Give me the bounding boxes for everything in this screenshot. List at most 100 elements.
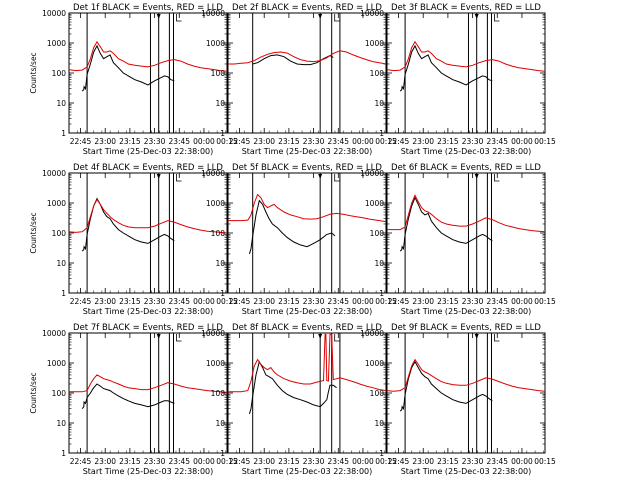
interval-bracket-glyph (334, 174, 340, 182)
time-marker-arrow (318, 14, 323, 19)
x-tick-label: 23:00 (412, 297, 434, 306)
interval-bracket-glyph (334, 334, 340, 342)
y-tick-label: 1000 (47, 199, 66, 208)
x-tick-label: 23:30 (303, 297, 325, 306)
x-tick-label: 22:45 (70, 297, 92, 306)
chart-panel: Det 3f BLACK = Events, RED = LLD 1 10 100 10… (360, 3, 556, 156)
x-tick-label: 22:45 (70, 137, 92, 146)
chart-panel: Det 5f BLACK = Events, RED = LLD11010010… (201, 163, 397, 316)
y-tick-label: 1000 (365, 359, 384, 368)
x-tick-label: 00:15 (216, 137, 238, 146)
y-tick-label: 10 (215, 419, 225, 428)
y-tick-label: 1 (61, 129, 66, 138)
lld-series-line (228, 50, 386, 65)
x-tick-label: 00:00 (193, 137, 215, 146)
y-tick-label: 1000 (365, 39, 384, 48)
x-tick-label: 22:45 (388, 297, 410, 306)
lld-series-line (69, 198, 227, 234)
lld-series-line (387, 194, 545, 233)
events-series-line (399, 360, 493, 412)
lld-series-line (387, 40, 545, 72)
x-tick-label: 00:00 (193, 297, 215, 306)
interval-bracket-glyph (494, 334, 500, 342)
x-tick-label: 23:00 (94, 457, 116, 466)
x-tick-label: 23:15 (119, 297, 141, 306)
chart-title: Det 5f BLACK = Events, RED = LLD (232, 163, 382, 173)
chart-title: Det 9f BLACK = Events, RED = LLD (391, 323, 541, 333)
x-tick-label: 23:45 (486, 137, 508, 146)
x-tick-label: 23:30 (462, 137, 484, 146)
time-marker-arrow (474, 334, 479, 339)
x-tick-label: 23:30 (144, 137, 166, 146)
interval-bracket-glyph (176, 14, 182, 22)
chart-title: Det 3f BLACK = Events, RED = LLD (391, 3, 541, 13)
x-tick-label: 23:45 (327, 297, 349, 306)
events-series-line (399, 44, 493, 92)
x-tick-label: 23:00 (253, 137, 275, 146)
interval-bracket-glyph (176, 334, 182, 342)
x-tick-label: 23:45 (486, 457, 508, 466)
x-tick-label: 23:45 (168, 137, 190, 146)
x-tick-label: 23:00 (253, 457, 275, 466)
y-tick-label: 10 (56, 419, 66, 428)
y-tick-label: 10000 (201, 9, 225, 18)
y-tick-label: 100 (211, 389, 226, 398)
x-tick-label: 23:00 (412, 457, 434, 466)
x-tick-label: 00:15 (216, 297, 238, 306)
x-tick-label: 23:15 (437, 137, 459, 146)
time-marker-arrow (474, 14, 479, 19)
y-tick-label: 10 (374, 419, 384, 428)
chart-title: Det 7f BLACK = Events, RED = LLD (73, 323, 223, 333)
x-tick-label: 23:45 (168, 457, 190, 466)
x-tick-label: 00:00 (511, 457, 533, 466)
x-axis-label: Start Time (25-Dec-03 22:38:00) (401, 467, 532, 476)
events-series-line (81, 383, 175, 410)
events-series-line (81, 44, 175, 92)
x-tick-label: 22:45 (388, 457, 410, 466)
y-tick-label: 10000 (201, 169, 225, 178)
chart-panel: Det 9f BLACK = Events, RED = LLD 1 10 100 10… (360, 323, 556, 476)
x-tick-label: 23:30 (462, 297, 484, 306)
x-axis-label: Start Time (25-Dec-03 22:38:00) (242, 147, 373, 156)
x-tick-label: 22:45 (229, 457, 251, 466)
y-tick-label: 10000 (360, 329, 384, 338)
y-tick-label: 1 (379, 129, 384, 138)
x-tick-label: 23:15 (437, 457, 459, 466)
y-tick-label: 1 (379, 289, 384, 298)
y-tick-label: 1 (61, 449, 66, 458)
x-tick-label: 00:00 (352, 297, 374, 306)
x-tick-label: 22:45 (70, 457, 92, 466)
lld-series-line (69, 40, 227, 72)
chart-title: Det 6f BLACK = Events, RED = LLD (391, 163, 541, 173)
y-tick-label: 1 (220, 289, 225, 298)
events-series-line (81, 197, 175, 252)
x-axis-label: Start Time (25-Dec-03 22:38:00) (83, 307, 214, 316)
x-axis-label: Start Time (25-Dec-03 22:38:00) (401, 307, 532, 316)
x-axis-label: Start Time (25-Dec-03 22:38:00) (401, 147, 532, 156)
x-tick-label: 23:30 (144, 457, 166, 466)
y-axis-label: Counts/sec (29, 212, 38, 253)
y-tick-label: 10 (56, 99, 66, 108)
y-tick-label: 100 (370, 69, 385, 78)
y-tick-label: 10 (374, 259, 384, 268)
x-tick-label: 23:30 (144, 297, 166, 306)
interval-bracket-glyph (334, 14, 340, 22)
chart-title: Det 2f BLACK = Events, RED = LLD (232, 3, 382, 13)
chart-panel: Det 1f BLACK = Events, RED = LLD11010010… (29, 3, 238, 156)
y-tick-label: 1 (220, 449, 225, 458)
y-tick-label: 10 (374, 99, 384, 108)
time-marker-arrow (156, 14, 161, 19)
x-tick-label: 00:15 (534, 457, 556, 466)
events-series-line (248, 199, 336, 255)
x-tick-label: 23:15 (119, 457, 141, 466)
events-series-line (248, 360, 337, 415)
y-tick-label: 1 (379, 449, 384, 458)
chart-title: Det 4f BLACK = Events, RED = LLD (73, 163, 223, 173)
x-tick-label: 00:15 (375, 137, 397, 146)
lld-series-line (69, 374, 227, 393)
y-tick-label: 1000 (206, 359, 225, 368)
x-tick-label: 23:00 (94, 137, 116, 146)
x-tick-label: 23:15 (119, 137, 141, 146)
x-tick-label: 23:00 (412, 137, 434, 146)
